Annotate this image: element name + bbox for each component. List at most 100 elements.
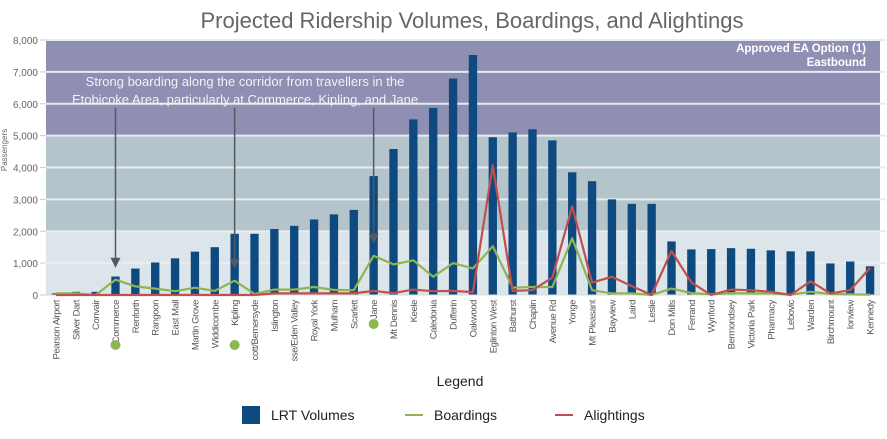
bar-dufferin	[448, 78, 458, 295]
bar-mulham	[329, 214, 339, 295]
bar-victoria-park	[746, 248, 756, 295]
y-tick-label: 6,000	[13, 100, 38, 111]
bar-avenue-rd	[548, 140, 557, 295]
y-tick-label: 0	[32, 291, 38, 302]
bar-sse-eden-valley	[290, 225, 299, 295]
x-label: Renforth	[131, 300, 142, 333]
bar-renforth	[131, 268, 140, 295]
bar-royal-york	[309, 219, 319, 295]
bar-bermondsey	[726, 248, 736, 295]
bar-lebovic	[786, 251, 795, 295]
highlight-dots	[110, 319, 379, 350]
x-label: Don Mills	[667, 299, 678, 335]
option-label-line2: Eastbound	[807, 57, 866, 69]
bar-birchmount	[826, 263, 835, 295]
x-label: Ionview	[846, 299, 857, 329]
bar-mt-dennis	[389, 149, 398, 295]
x-label: Kennedy	[866, 299, 877, 334]
bar-ionview	[846, 261, 855, 295]
y-tick-label: 7,000	[13, 68, 38, 79]
bar-widdicombe	[210, 247, 219, 295]
x-label: Bayview	[607, 299, 618, 332]
annotation-line2: Etobicoke Area, particularly at Commerce…	[72, 92, 418, 107]
x-label: Avenue Rd	[548, 300, 559, 343]
series-lines	[55, 164, 871, 297]
legend-title: Legend	[437, 373, 484, 389]
x-label: Yonge	[568, 300, 579, 325]
x-label: Royal York	[310, 299, 321, 341]
bar-cott-bemersyde	[250, 233, 259, 295]
bar-yonge	[568, 172, 577, 295]
bar-kennedy	[865, 266, 875, 295]
x-label: Mulham	[329, 300, 340, 332]
lrt-volume-bars	[46, 54, 880, 296]
bar-don-mills	[667, 241, 676, 295]
x-label: cott/Bemersyde	[250, 300, 261, 361]
y-tick-label: 5,000	[13, 132, 38, 143]
line-boardings	[55, 237, 871, 297]
legend-label-lrt-volumes: LRT Volumes	[271, 407, 355, 423]
bar-rangoon	[151, 262, 160, 295]
bar-ferrand	[687, 249, 696, 295]
x-label: Mt Pleasant	[588, 299, 599, 346]
option-label-line1: Approved EA Option (1)	[736, 43, 866, 55]
x-label: sse/Eden Valley	[290, 299, 301, 361]
arrow-head-kipling	[229, 258, 240, 269]
y-tick-label: 8,000	[13, 36, 38, 47]
x-label: Eglinton West	[488, 299, 499, 353]
x-label: Jane	[369, 300, 380, 319]
y-tick-label: 3,000	[13, 195, 38, 206]
x-label: Victoria Park	[746, 299, 757, 348]
legend: Legend LRT Volumes Boardings Alightings	[242, 373, 645, 424]
bar-leslie	[647, 203, 656, 295]
x-label: Keele	[409, 300, 420, 322]
x-label: Chaplin	[528, 300, 539, 330]
bar-scarlett	[349, 209, 358, 295]
y-tick-label: 1,000	[13, 259, 38, 270]
x-label: Wynford	[707, 300, 718, 333]
bar-oakwood	[468, 54, 478, 296]
bar-bayview	[607, 199, 617, 295]
highlight-dot-kipling	[229, 340, 240, 350]
x-label: Pharmacy	[766, 299, 777, 339]
annotation-line1: Strong boarding along the corridor from …	[86, 74, 405, 89]
annotation-arrows	[110, 108, 379, 269]
highlight-dot-jane	[368, 319, 379, 329]
x-label: Rangoon	[151, 300, 162, 336]
y-axis-ticks: 0 1,000 2,000 3,000 4,000 5,000 6,000 7,000 8,00…	[13, 36, 38, 302]
bar-pharmacy	[766, 250, 775, 295]
x-label: Islington	[270, 300, 281, 332]
x-label: Widdicombe	[210, 300, 221, 348]
x-label: Convair	[91, 300, 102, 330]
highlight-dot-commerce	[110, 340, 121, 350]
x-label: East Mall	[171, 300, 182, 336]
bar-east-mall	[170, 258, 180, 295]
x-label: Commerce	[111, 300, 122, 343]
bar-chaplin	[528, 129, 537, 295]
bar-warden	[806, 251, 815, 295]
bar-bathurst	[508, 132, 517, 295]
x-label: Leslie	[647, 300, 658, 323]
x-label: Dufferin	[449, 300, 460, 330]
line-alightings	[55, 164, 871, 297]
x-label: Bathurst	[508, 299, 519, 332]
y-axis-label: Passengers	[0, 129, 9, 171]
x-label: Silver Dart	[71, 299, 82, 340]
legend-swatch-lrt-volumes	[242, 406, 260, 424]
bar-wynford	[707, 249, 716, 295]
x-axis-labels: Pearson Airport Silver Dart Convair Commerc…	[51, 299, 876, 362]
bar-commerce	[111, 276, 120, 295]
chart-title: Projected Ridership Volumes, Boardings, …	[201, 8, 744, 33]
band-2	[46, 40, 880, 136]
y-tick-label: 2,000	[13, 227, 38, 238]
x-label: Warden	[806, 300, 817, 331]
x-label: Birchmount	[826, 299, 837, 344]
x-label: Oakwood	[468, 300, 479, 337]
x-label: Lebovic	[786, 299, 797, 330]
x-label: Caledonia	[429, 299, 440, 339]
legend-label-boardings: Boardings	[434, 407, 497, 423]
x-label: Bermondsey	[727, 299, 738, 349]
x-label: Martin Grove	[190, 300, 201, 350]
threshold-bands	[46, 40, 880, 295]
